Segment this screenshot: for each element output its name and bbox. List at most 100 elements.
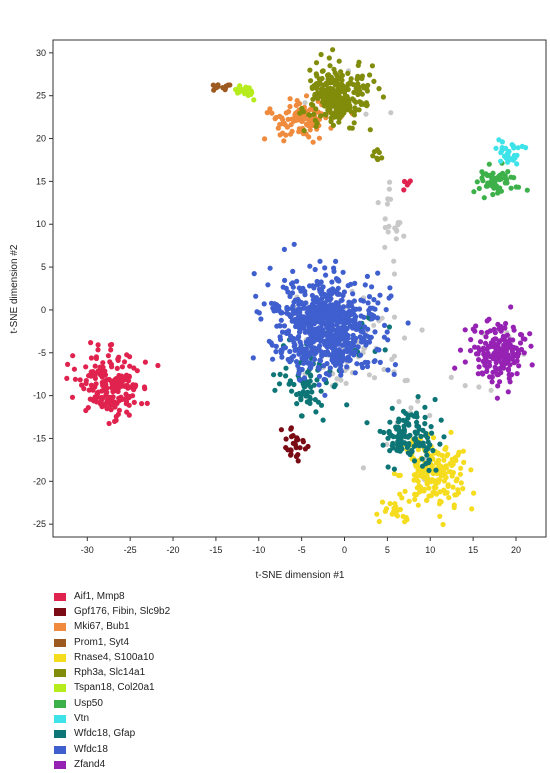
point-wfdc18 bbox=[302, 292, 308, 298]
point-wfdc18 bbox=[329, 344, 335, 350]
point-mki67-bub1 bbox=[264, 110, 270, 116]
point-wfdc18-gfap bbox=[283, 365, 289, 371]
point-rph3a-slc14a1 bbox=[326, 87, 332, 93]
point-usp50 bbox=[511, 175, 517, 181]
point-wfdc18 bbox=[282, 277, 288, 283]
point-wfdc18 bbox=[354, 361, 360, 367]
point-unlabeled bbox=[488, 387, 494, 393]
point-wfdc18-gfap bbox=[405, 450, 411, 456]
point-rph3a-slc14a1 bbox=[355, 73, 361, 79]
point-wfdc18 bbox=[324, 344, 330, 350]
point-wfdc18 bbox=[384, 329, 390, 335]
point-aif1-mmp8 bbox=[101, 387, 107, 393]
point-rph3a-slc14a1 bbox=[320, 99, 326, 105]
point-wfdc18-gfap bbox=[386, 430, 392, 436]
point-aif1-mmp8 bbox=[109, 364, 115, 370]
point-unlabeled bbox=[360, 465, 366, 471]
point-rph3a-slc14a1 bbox=[314, 85, 320, 91]
point-gpf176-fibin-slc9b2 bbox=[295, 437, 301, 443]
point-unlabeled bbox=[391, 258, 397, 264]
point-wfdc18 bbox=[375, 300, 381, 306]
point-rph3a-slc14a1 bbox=[314, 73, 320, 79]
point-aif1-mmp8 bbox=[94, 391, 100, 397]
point-mki67-bub1 bbox=[288, 122, 294, 128]
legend-swatch bbox=[54, 715, 66, 724]
point-gpf176-fibin-slc9b2 bbox=[290, 433, 296, 439]
point-wfdc18 bbox=[355, 344, 361, 350]
point-rph3a-slc14a1 bbox=[355, 81, 361, 87]
point-wfdc18-gfap bbox=[405, 412, 411, 418]
point-wfdc18 bbox=[296, 371, 302, 377]
point-unlabeled bbox=[391, 353, 397, 359]
point-wfdc18-gfap bbox=[387, 419, 393, 425]
point-usp50 bbox=[480, 178, 486, 184]
point-wfdc18-gfap bbox=[389, 405, 395, 411]
point-rnase4-s100a10 bbox=[412, 496, 418, 502]
point-aif1-mmp8 bbox=[111, 399, 118, 405]
point-wfdc18 bbox=[340, 334, 346, 340]
point-wfdc18 bbox=[336, 347, 342, 353]
point-vtn bbox=[519, 143, 525, 149]
point-tspan18-col20a1 bbox=[251, 97, 257, 103]
point-prom1-syt4 bbox=[215, 82, 221, 88]
point-aif1-mmp8 bbox=[131, 399, 137, 405]
point-aif1-mmp8 bbox=[92, 375, 98, 381]
point-unlabeled bbox=[401, 233, 407, 239]
y-tick-label: -10 bbox=[33, 391, 46, 401]
point-zfand4 bbox=[484, 365, 490, 371]
point-usp50 bbox=[471, 189, 477, 195]
point-wfdc18-gfap bbox=[405, 421, 412, 427]
y-tick-label: 5 bbox=[41, 262, 46, 272]
point-zfand4 bbox=[476, 364, 482, 370]
point-wfdc18 bbox=[365, 334, 371, 340]
point-rnase4-s100a10 bbox=[451, 504, 457, 511]
point-aif1-mmp8 bbox=[119, 364, 125, 370]
point-rph3a-slc14a1 bbox=[349, 96, 356, 102]
point-wfdc18 bbox=[339, 342, 345, 348]
point-prom1-syt4 bbox=[222, 85, 228, 91]
point-wfdc18-gfap bbox=[364, 420, 370, 426]
point-aif1-mmp8 bbox=[83, 378, 89, 384]
point-aif1-mmp8 bbox=[102, 368, 108, 374]
point-unlabeled bbox=[476, 384, 482, 390]
point-aif1-mmp8 bbox=[71, 366, 77, 372]
point-wfdc18 bbox=[254, 309, 260, 315]
point-wfdc18 bbox=[314, 336, 320, 342]
legend-swatch bbox=[54, 638, 66, 647]
point-gpf176-fibin-slc9b2 bbox=[293, 445, 299, 451]
point-rnase4-s100a10 bbox=[429, 477, 435, 483]
point-wfdc18 bbox=[338, 372, 344, 378]
point-vtn bbox=[498, 150, 504, 156]
point-aif1-mmp8 bbox=[72, 376, 78, 382]
point-rph3a-slc14a1 bbox=[328, 115, 334, 121]
x-tick-label: -30 bbox=[81, 545, 94, 555]
point-wfdc18-gfap bbox=[414, 419, 420, 425]
point-wfdc18 bbox=[320, 310, 326, 316]
point-wfdc18 bbox=[371, 297, 377, 303]
point-usp50 bbox=[474, 179, 480, 185]
point-zfand4 bbox=[468, 337, 474, 343]
point-wfdc18 bbox=[323, 272, 329, 278]
point-zfand4 bbox=[506, 355, 512, 361]
point-unlabeled bbox=[371, 322, 377, 328]
point-zfand4 bbox=[486, 316, 492, 322]
point-mki67-bub1 bbox=[277, 121, 283, 128]
point-rph3a-slc14a1 bbox=[370, 153, 376, 159]
point-wfdc18-gfap bbox=[344, 402, 350, 408]
point-zfand4 bbox=[477, 339, 484, 345]
x-axis-label: t-SNE dimension #1 bbox=[256, 570, 345, 580]
point-wfdc18-gfap bbox=[429, 430, 435, 436]
point-aif1-mmp8 bbox=[95, 342, 101, 348]
point-rph3a-slc14a1 bbox=[348, 109, 354, 115]
point-wfdc18 bbox=[267, 265, 273, 271]
point-rph3a-slc14a1 bbox=[323, 103, 329, 109]
x-axis: -30 -25 -20 -15 -10 -5 0 5 10 15 20 bbox=[81, 537, 521, 555]
point-rph3a-slc14a1 bbox=[338, 69, 344, 75]
point-wfdc18 bbox=[323, 351, 329, 358]
point-usp50 bbox=[524, 187, 530, 193]
point-rnase4-s100a10 bbox=[458, 480, 464, 486]
point-wfdc18-gfap bbox=[419, 456, 425, 462]
point-aif1-mmp8 bbox=[131, 365, 137, 371]
point-zfand4 bbox=[484, 358, 490, 364]
point-rph3a-slc14a1 bbox=[355, 62, 361, 68]
